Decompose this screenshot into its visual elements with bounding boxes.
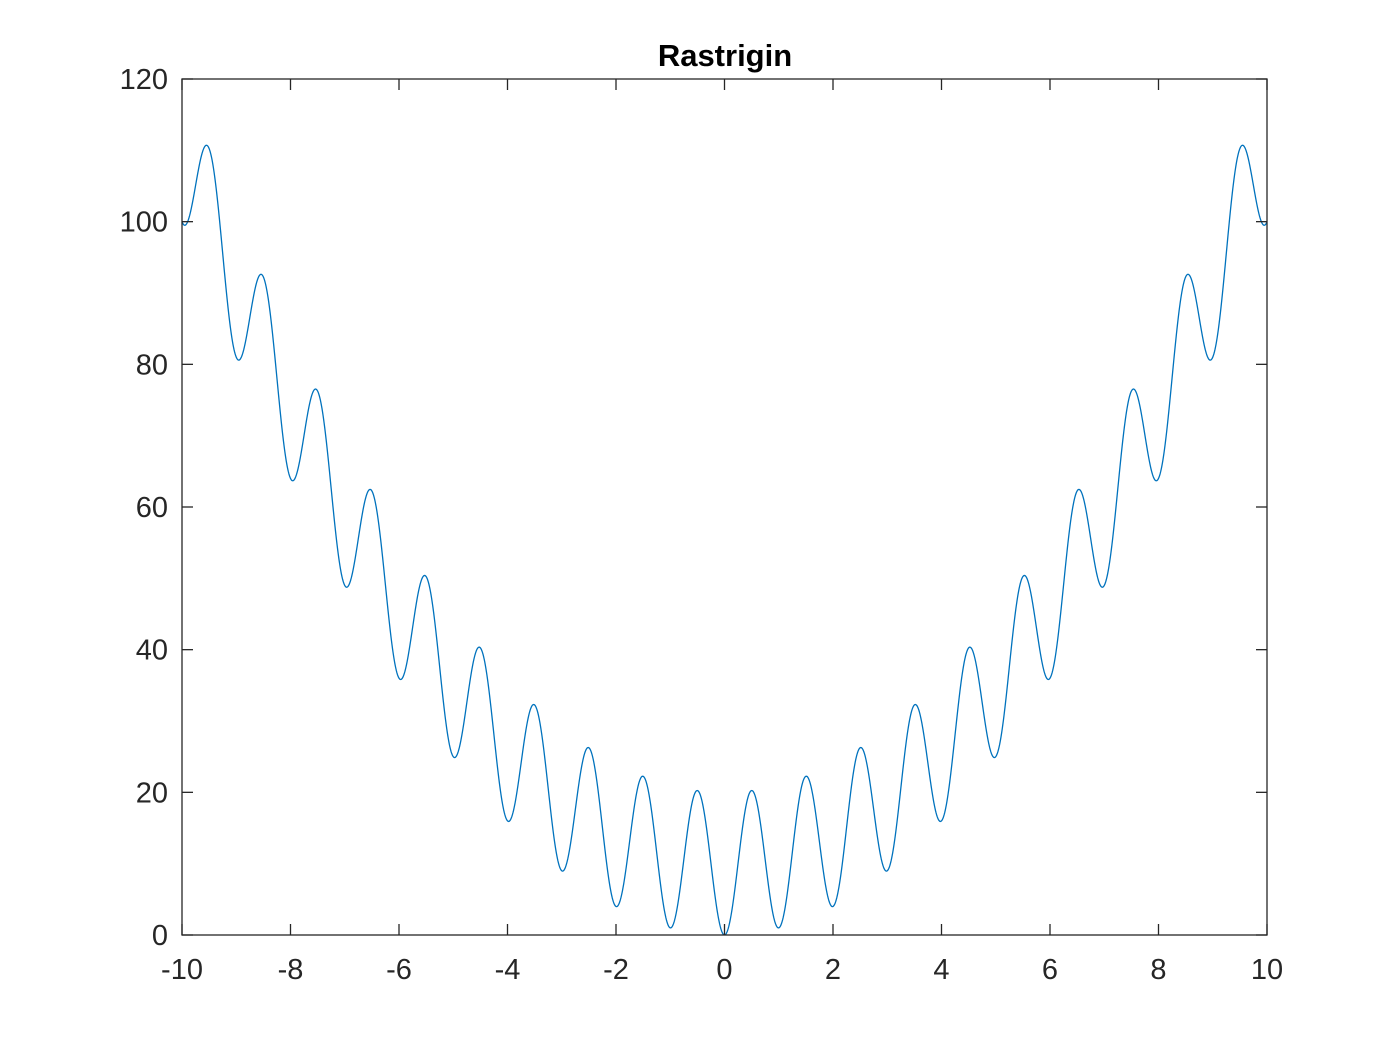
x-tick-label: -10 [161,954,203,986]
x-tick-label: 4 [933,954,949,986]
y-tick-label: 0 [152,920,168,952]
x-tick-label: 0 [716,954,732,986]
x-tick-label: -6 [386,954,412,986]
x-tick-label: 8 [1150,954,1166,986]
y-tick-label: 20 [136,777,168,809]
y-tick-label: 60 [136,492,168,524]
x-tick-label: -4 [495,954,521,986]
x-tick-label: 10 [1251,954,1283,986]
x-tick-label: -2 [603,954,629,986]
x-tick-label: 6 [1042,954,1058,986]
x-tick-label: 2 [825,954,841,986]
chart-title: Rastrigin [658,38,792,73]
y-tick-label: 120 [120,64,168,96]
y-tick-label: 100 [120,207,168,239]
y-tick-label: 40 [136,635,168,667]
y-tick-label: 80 [136,349,168,381]
x-tick-label: -8 [278,954,304,986]
series-line-0 [182,144,1267,935]
